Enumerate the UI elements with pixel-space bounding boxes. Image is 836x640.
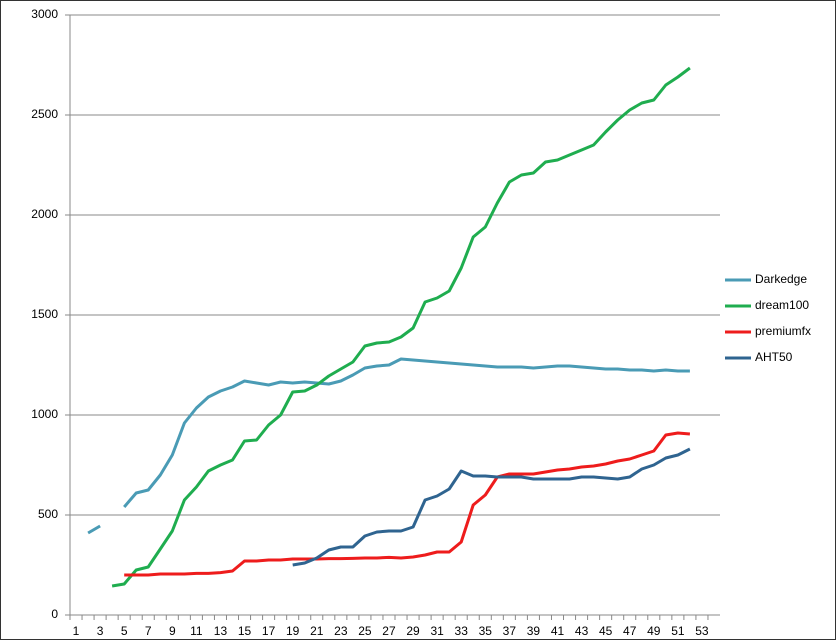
x-tick-label: 33 bbox=[455, 624, 469, 638]
x-tick-label: 25 bbox=[358, 624, 372, 638]
y-tick-label: 2000 bbox=[31, 207, 58, 221]
x-tick-label: 45 bbox=[599, 624, 613, 638]
y-tick-label: 1000 bbox=[31, 407, 58, 421]
x-tick-label: 9 bbox=[169, 624, 176, 638]
x-tick-label: 13 bbox=[214, 624, 228, 638]
x-tick-label: 7 bbox=[145, 624, 152, 638]
x-tick-label: 39 bbox=[527, 624, 541, 638]
x-tick-label: 11 bbox=[190, 624, 203, 638]
y-tick-label: 3000 bbox=[31, 7, 58, 21]
x-tick-label: 21 bbox=[310, 624, 324, 638]
series-line bbox=[292, 447, 691, 567]
legend-label: Darkedge bbox=[755, 272, 807, 286]
x-tick-label: 17 bbox=[262, 624, 276, 638]
x-tick-label: 31 bbox=[430, 624, 444, 638]
x-tick-label: 27 bbox=[382, 624, 396, 638]
series-line bbox=[111, 66, 691, 588]
x-tick-label: 19 bbox=[286, 624, 300, 638]
x-tick-label: 23 bbox=[334, 624, 348, 638]
x-tick-label: 3 bbox=[97, 624, 104, 638]
x-tick-label: 51 bbox=[671, 624, 685, 638]
legend-label: AHT50 bbox=[755, 350, 793, 364]
series-line bbox=[87, 357, 690, 535]
x-tick-label: 43 bbox=[575, 624, 589, 638]
x-tick-label: 47 bbox=[623, 624, 637, 638]
legend-label: premiumfx bbox=[755, 324, 811, 338]
series-line bbox=[124, 431, 691, 577]
x-tick-label: 35 bbox=[479, 624, 493, 638]
y-tick-label: 1500 bbox=[31, 307, 58, 321]
x-tick-label: 41 bbox=[551, 624, 565, 638]
x-tick-label: 53 bbox=[695, 624, 709, 638]
y-tick-label: 500 bbox=[38, 507, 58, 521]
x-tick-label: 37 bbox=[503, 624, 517, 638]
x-tick-label: 49 bbox=[647, 624, 661, 638]
x-tick-label: 5 bbox=[121, 624, 128, 638]
x-tick-label: 1 bbox=[73, 624, 80, 638]
y-tick-label: 2500 bbox=[31, 107, 58, 121]
legend-label: dream100 bbox=[755, 298, 809, 312]
x-tick-label: 15 bbox=[238, 624, 252, 638]
x-tick-label: 29 bbox=[406, 624, 420, 638]
y-tick-label: 0 bbox=[51, 607, 58, 621]
